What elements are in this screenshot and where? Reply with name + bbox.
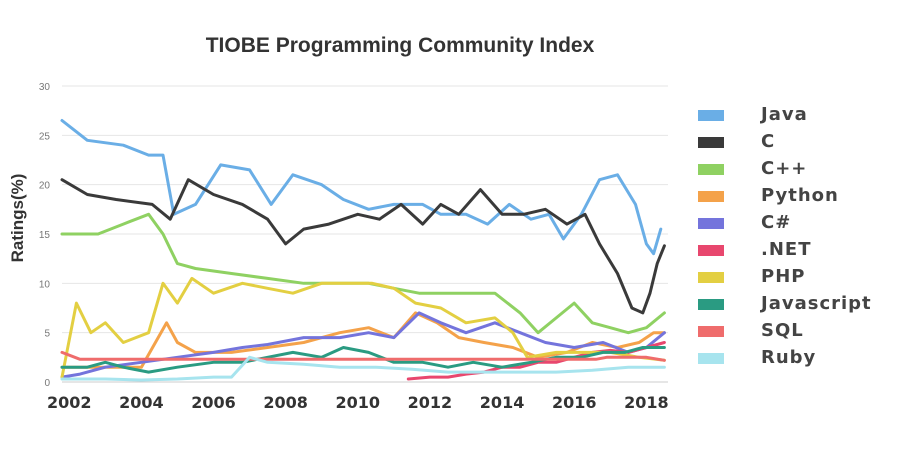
x-tick-label: 2012 [408, 393, 453, 412]
legend-swatch [698, 353, 724, 364]
x-tick-label: 2018 [624, 393, 669, 412]
legend-label: Java [761, 104, 808, 125]
legend-swatch [698, 137, 724, 148]
y-axis-label: Ratings(%) [8, 173, 27, 263]
legend-label: SQL [761, 320, 804, 341]
x-tick-label: 2010 [336, 393, 381, 412]
legend-item[interactable]: C [690, 130, 895, 154]
legend-swatch [698, 299, 724, 310]
legend-item[interactable]: C++ [690, 157, 895, 181]
series-line-c [60, 212, 666, 335]
legend-label: Python [761, 185, 839, 206]
x-tick-label: 2008 [263, 393, 308, 412]
legend-label: C# [761, 212, 792, 233]
y-tick-label: 0 [44, 378, 50, 389]
series-line-c [60, 178, 666, 315]
series-line-sql [60, 350, 666, 362]
legend-item[interactable]: PHP [690, 265, 895, 289]
legend-item[interactable]: Java [690, 103, 895, 127]
series-line-java [60, 119, 663, 256]
legend-item[interactable]: Python [690, 184, 895, 208]
series-line-javascript [60, 346, 666, 374]
legend-swatch [698, 326, 724, 337]
series-line-ruby [60, 355, 666, 382]
legend-swatch [698, 191, 724, 202]
legend-label: C++ [761, 158, 808, 179]
legend-label: Javascript [761, 293, 872, 314]
legend-item[interactable]: Ruby [690, 346, 895, 370]
x-tick-label: 2006 [191, 393, 236, 412]
x-tick-label: 2004 [119, 393, 164, 412]
x-tick-label: 2016 [552, 393, 597, 412]
y-tick-label: 15 [39, 230, 51, 241]
legend-swatch [698, 272, 724, 283]
legend-label: Ruby [761, 347, 817, 368]
series-line-php [60, 276, 666, 379]
x-tick-label: 2002 [47, 393, 92, 412]
legend-label: PHP [761, 266, 806, 287]
y-tick-label: 30 [39, 82, 51, 93]
legend-swatch [698, 110, 724, 121]
y-tick-label: 25 [39, 131, 51, 142]
legend-item[interactable]: SQL [690, 319, 895, 343]
legend-item[interactable]: C# [690, 211, 895, 235]
x-tick-label: 2014 [480, 393, 525, 412]
legend-item[interactable]: .NET [690, 238, 895, 262]
chart-title: TIOBE Programming Community Index [205, 34, 595, 57]
legend-label: C [761, 131, 776, 152]
legend-label: .NET [761, 239, 812, 260]
legend-item[interactable]: Javascript [690, 292, 895, 316]
legend-swatch [698, 218, 724, 229]
y-tick-label: 10 [39, 279, 51, 290]
legend-swatch [698, 164, 724, 175]
y-tick-label: 5 [44, 329, 50, 340]
y-tick-label: 20 [39, 181, 51, 192]
legend-swatch [698, 245, 724, 256]
